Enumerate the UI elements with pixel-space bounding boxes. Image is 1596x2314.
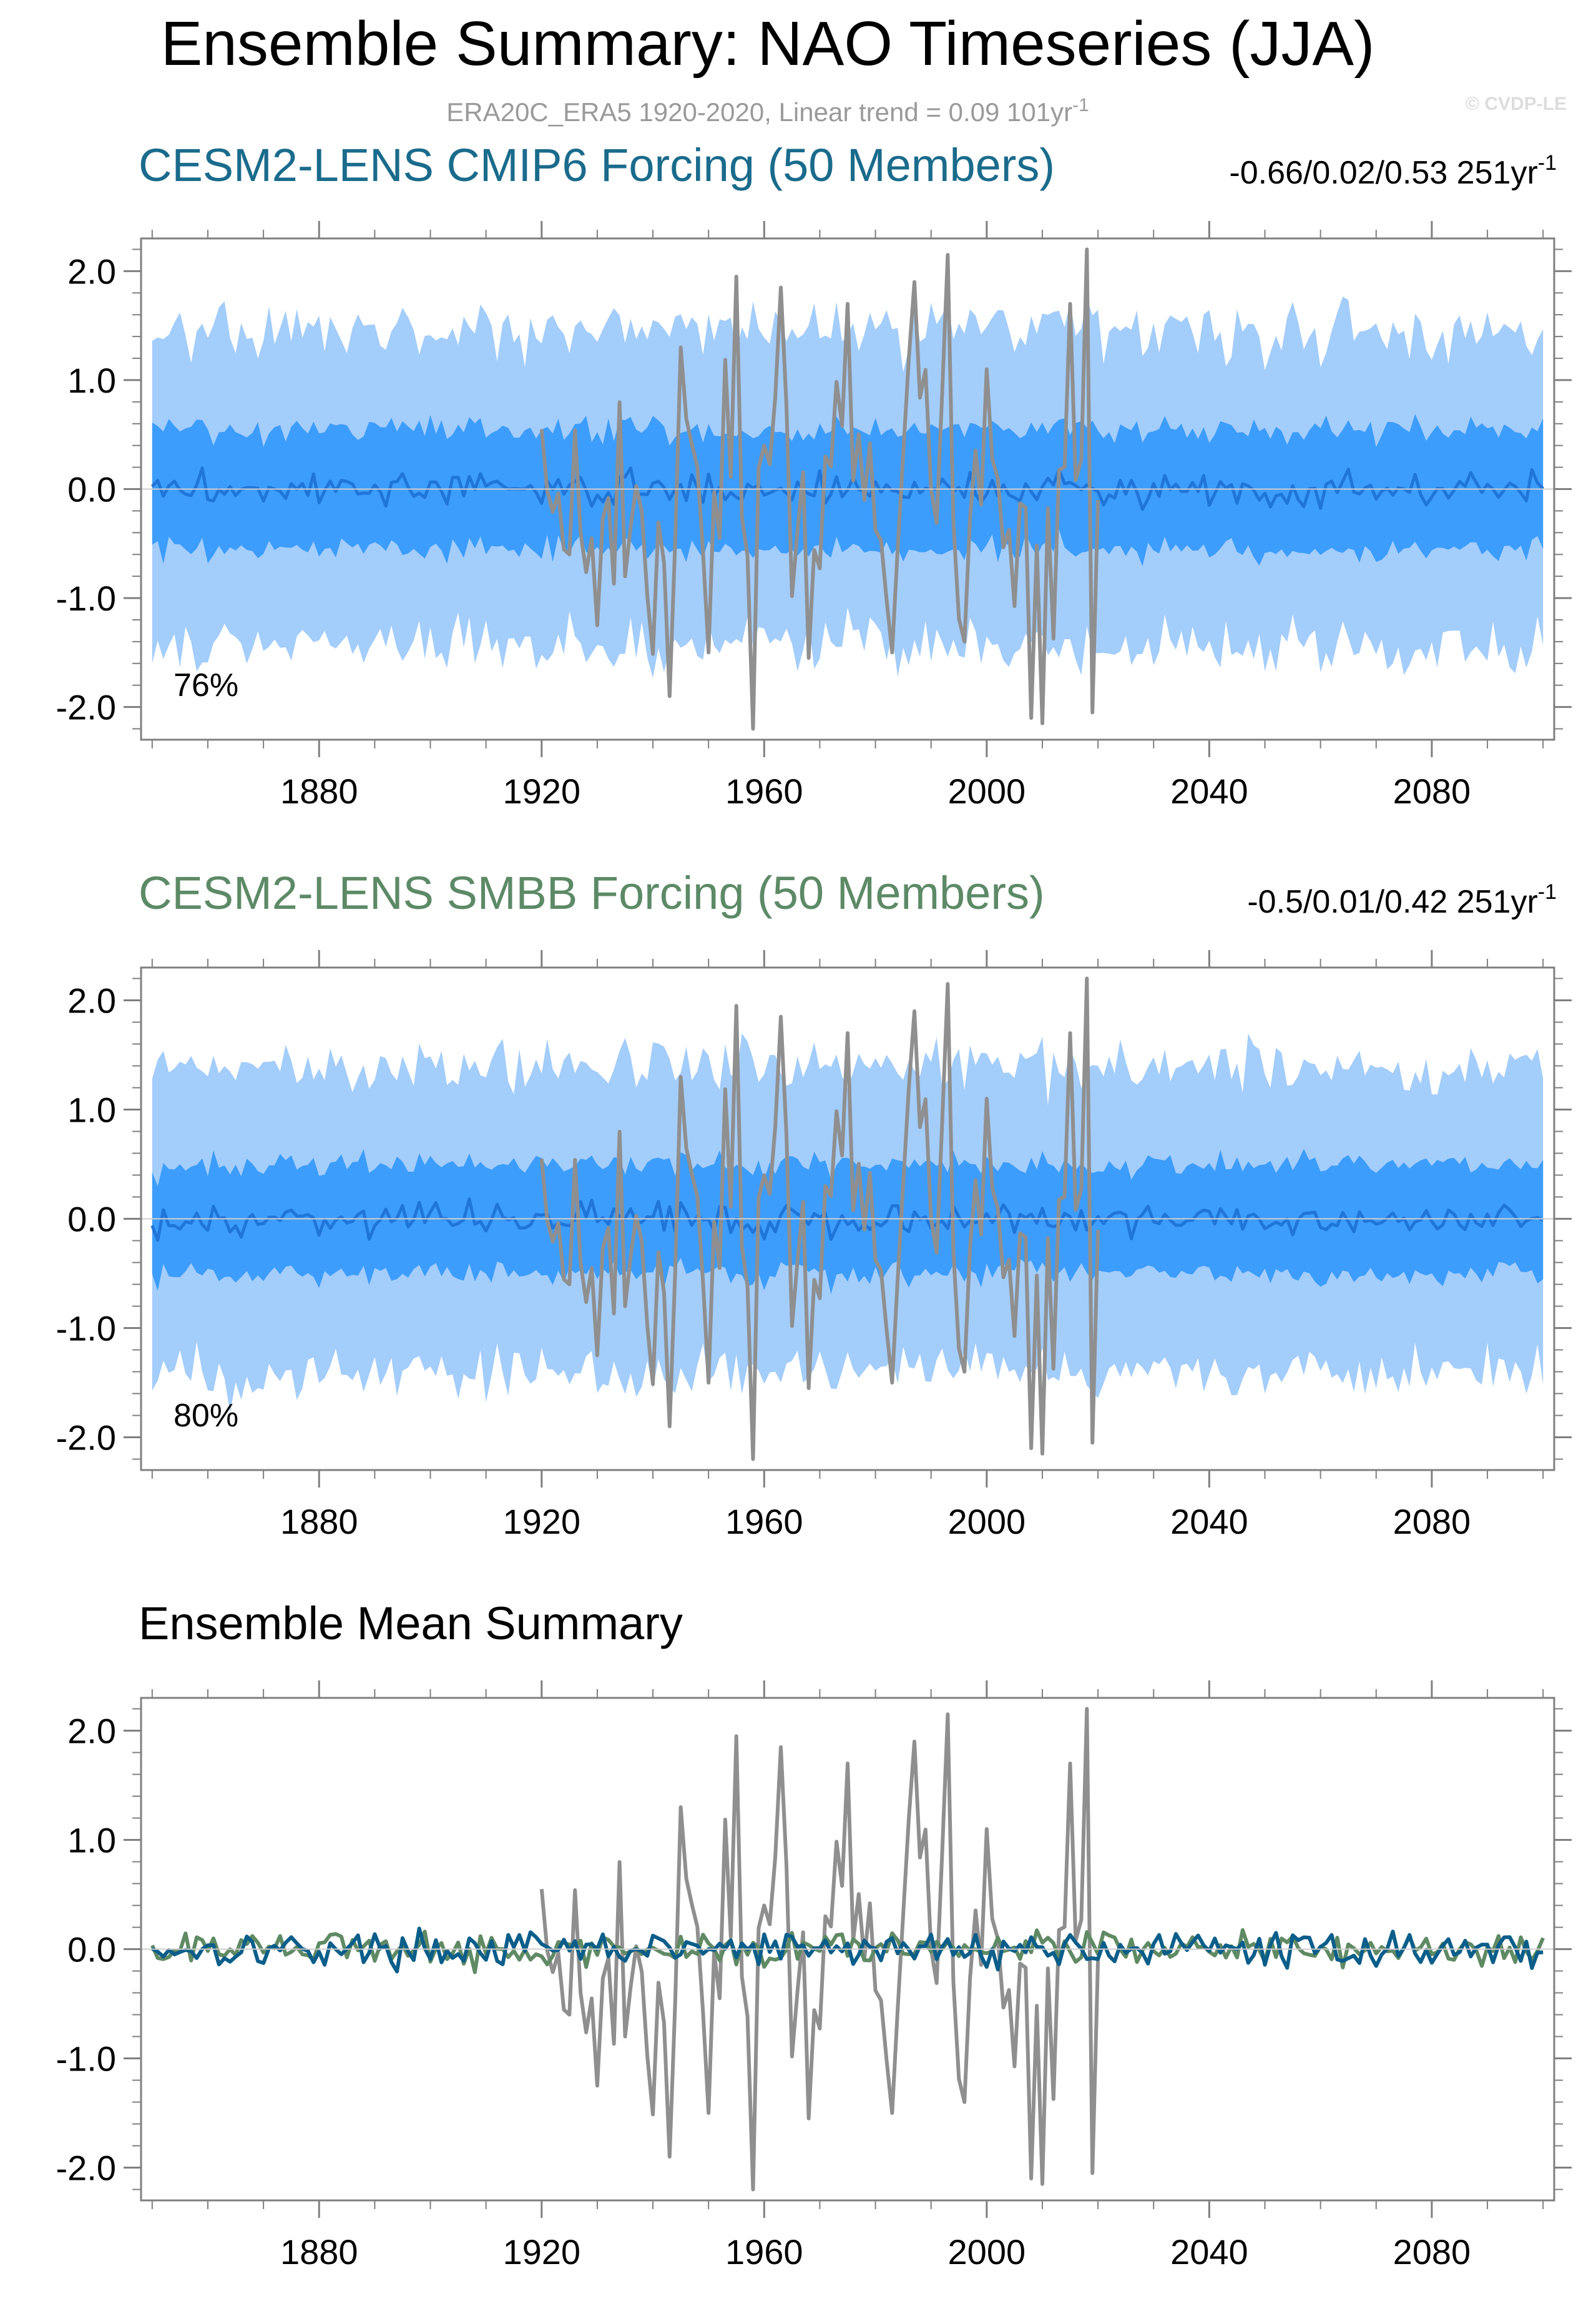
- y-tick-label: 1.0: [67, 1091, 116, 1130]
- x-tick-label: 2040: [1170, 772, 1248, 811]
- panel2-plot: 1880 1920 1960 2000 2040 2080 -2.0 -1.0 0.0 1.0 2.…: [56, 950, 1572, 1541]
- observations-line: [539, 247, 1100, 731]
- mean-line-1: [150, 1928, 1545, 1974]
- x-tick-label: 1920: [502, 2232, 580, 2272]
- panel1-stats: -0.66/0.02/0.53 251yr-1: [1229, 151, 1557, 191]
- x-tick-label: 2080: [1393, 2232, 1471, 2272]
- percent-annotation: 80%: [174, 1398, 238, 1434]
- mean-line-2: [150, 1197, 1544, 1242]
- main-title: Ensemble Summary: NAO Timeseries (JJA): [161, 9, 1375, 79]
- subtitle: ERA20C_ERA5 1920-2020, Linear trend = 0.…: [446, 95, 1089, 127]
- x-tick-label: 1920: [502, 1502, 580, 1541]
- band-1: [152, 1149, 1544, 1295]
- y-tick-label: 2.0: [67, 1712, 116, 1751]
- x-tick-label: 1920: [502, 772, 580, 811]
- panel1-plot: 1880 1920 1960 2000 2040 2080 -2.0 -1.0 0.0 1.0 2.…: [56, 221, 1572, 811]
- x-tick-label: 2000: [948, 2232, 1026, 2272]
- percent-annotation: 76%: [174, 667, 238, 704]
- observations-line: [539, 976, 1100, 1461]
- y-tick-label: 0.0: [67, 1930, 116, 1969]
- y-tick-label: -1.0: [56, 1309, 117, 1348]
- x-tick-label: 2040: [1170, 2232, 1248, 2272]
- y-tick-label: 0.0: [67, 470, 116, 509]
- panel3-plot: 1880 1920 1960 2000 2040 2080 -2.0 -1.0 0.0 1.0 2.…: [56, 1680, 1572, 2272]
- panel3-title: Ensemble Mean Summary: [139, 1597, 683, 1649]
- x-tick-label: 1880: [280, 1502, 358, 1541]
- x-tick-label: 2000: [948, 1502, 1026, 1541]
- mean-line-2: [151, 1926, 1544, 1974]
- copyright: © CVDP-LE: [1466, 94, 1567, 114]
- y-tick-label: -1.0: [56, 2039, 117, 2079]
- y-tick-label: 1.0: [67, 1821, 116, 1860]
- y-tick-label: -1.0: [56, 579, 117, 618]
- panel2-title: CESM2-LENS SMBB Forcing (50 Members): [139, 867, 1045, 919]
- x-tick-label: 1960: [725, 772, 803, 811]
- x-tick-label: 1880: [280, 2232, 358, 2272]
- y-tick-label: -2.0: [56, 2149, 117, 2188]
- panel2-stats: -0.5/0.01/0.42 251yr-1: [1247, 880, 1557, 920]
- observations-line: [539, 1707, 1100, 2192]
- panel1-title: CESM2-LENS CMIP6 Forcing (50 Members): [139, 139, 1055, 191]
- x-tick-label: 1960: [725, 1502, 803, 1541]
- x-tick-label: 2080: [1393, 772, 1471, 811]
- y-tick-label: 2.0: [67, 252, 116, 291]
- x-tick-label: 2040: [1170, 1502, 1248, 1541]
- y-tick-label: 1.0: [67, 361, 116, 400]
- y-tick-label: -2.0: [56, 1418, 117, 1458]
- y-tick-label: -2.0: [56, 688, 117, 727]
- y-tick-label: 2.0: [67, 981, 116, 1021]
- x-tick-label: 2000: [948, 772, 1026, 811]
- x-tick-label: 1960: [725, 2232, 803, 2272]
- x-tick-label: 1880: [280, 772, 358, 811]
- x-tick-label: 2080: [1393, 1502, 1471, 1541]
- y-tick-label: 0.0: [67, 1200, 116, 1239]
